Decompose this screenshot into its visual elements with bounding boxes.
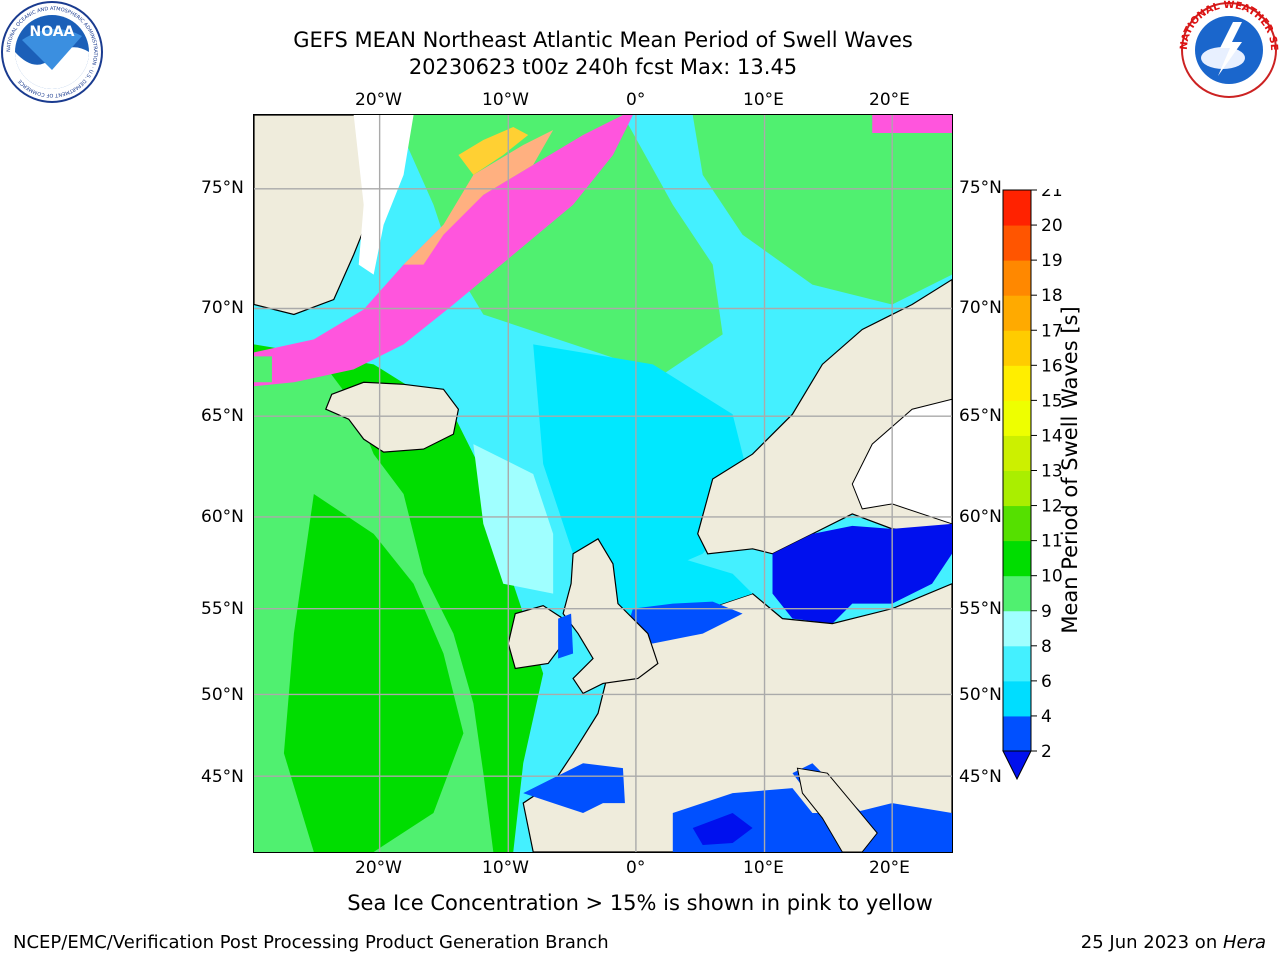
swell-zone-9-10s [254,356,272,383]
colorbar-tick-label: 20 [1041,216,1062,236]
lon-label-bottom: 20°W [355,858,402,878]
irish-sea [558,613,574,659]
lat-label-right: 65°N [959,406,1002,426]
colorbar-tick-label: 14 [1041,426,1062,446]
sea-ice-note: Sea Ice Concentration > 15% is shown in … [347,891,933,915]
colorbar: 2 4 6 8 9 10 11 12 13 14 15 16 17 18 19 20 21 [1002,189,1062,781]
lon-label-top: 10°E [743,90,784,110]
mediterranean-sea [672,788,952,852]
colorbar-swatch [1003,540,1031,577]
lat-label-left: 65°N [201,406,244,426]
colorbar-tick-label: 4 [1041,707,1052,727]
colorbar-swatch [1003,365,1031,401]
colorbar-tick-label: 12 [1041,497,1062,517]
nws-logo-icon: NATIONAL WEATHER SERVICE [1178,0,1279,98]
gulf-of-bothnia-unfilled [851,398,952,525]
colorbar-swatch [1003,295,1031,331]
lat-label-right: 45°N [959,767,1002,787]
colorbar-tick-label: 10 [1041,567,1062,587]
colorbar-swatch [1003,610,1031,647]
lon-label-bottom: 10°W [482,858,529,878]
lon-label-bottom: 20°E [869,858,910,878]
swell-zone-10-11s [283,493,464,852]
lat-label-left: 75°N [201,178,244,198]
colorbar-tick-label: 21 [1041,189,1062,201]
footer-date-text: 25 Jun 2023 on [1080,932,1223,953]
lon-label-bottom: 0° [626,858,646,878]
colorbar-swatch [1003,435,1031,471]
swell-zone-8-9s [473,444,554,594]
baltic-sea [772,523,952,624]
footer-host: Hera [1222,932,1266,953]
colorbar-under-arrow [1002,750,1032,781]
mediterranean-deep [692,813,753,845]
sea-ice-pink [872,115,952,134]
noaa-logo-icon: NOAA NATIONAL OCEANIC AND ATMOSPHERIC AD… [1,1,103,103]
north-sea-coastal [622,601,743,644]
lat-label-right: 55°N [959,599,1002,619]
colorbar-tick-label: 9 [1041,602,1052,622]
sea-ice-orange [403,130,554,265]
footer-date: 25 Jun 2023 on Hera [1081,932,1266,953]
swell-zone-9-10s [692,115,952,305]
greenland-unfilled [353,115,414,275]
colorbar-swatch [1003,645,1031,682]
iceland-landmass [325,381,460,453]
colorbar-swatch [1003,330,1031,366]
lon-label-top: 10°W [482,90,529,110]
colorbar-swatch [1003,190,1031,226]
colorbar-swatch [1003,470,1031,507]
lon-label-top: 20°E [869,90,910,110]
colorbar-tick-label: 13 [1041,462,1062,482]
colorbar-swatch [1003,400,1031,436]
lat-label-right: 60°N [959,507,1002,527]
noaa-logo-text: NOAA [30,24,75,40]
lat-label-left: 70°N [201,298,244,318]
lat-label-left: 45°N [201,767,244,787]
lon-label-bottom: 10°E [743,858,784,878]
colorbar-tick-label: 17 [1041,321,1062,341]
lat-label-right: 75°N [959,178,1002,198]
colorbar-swatch [1003,225,1031,261]
swell-zone-4-6s [533,344,753,584]
ireland-landmass [507,604,564,670]
lat-label-right: 50°N [959,685,1002,705]
lon-label-top: 0° [626,90,646,110]
colorbar-tick-label: 11 [1041,532,1062,552]
colorbar-tick-label: 18 [1041,286,1062,306]
sea-ice-pink [254,115,633,387]
colorbar-swatch [1003,260,1031,296]
lat-label-left: 50°N [201,685,244,705]
colorbar-tick-label: 2 [1041,742,1052,762]
colorbar-tick-label: 19 [1041,251,1062,271]
chart-title: GEFS MEAN Northeast Atlantic Mean Period… [293,28,913,52]
colorbar-label: Mean Period of Swell Waves [s] [1058,306,1082,634]
colorbar-tick-label: 15 [1041,391,1062,411]
lat-label-left: 60°N [201,507,244,527]
map-panel [253,114,953,853]
lat-label-left: 55°N [201,599,244,619]
lon-label-top: 20°W [355,90,402,110]
colorbar-tick-label: 16 [1041,356,1062,376]
graticule [254,115,952,852]
colorbar-tick-label: 6 [1041,672,1052,692]
sea-ice-yellow [458,127,529,175]
footer-organization: NCEP/EMC/Verification Post Processing Pr… [13,932,609,953]
lat-label-right: 70°N [959,298,1002,318]
colorbar-swatch [1003,575,1031,612]
italy-landmass [796,767,878,852]
colorbar-swatch [1003,715,1031,752]
chart-subtitle: 20230623 t00z 240h fcst Max: 13.45 [408,55,798,79]
colorbar-swatch [1003,680,1031,717]
colorbar-swatch [1003,505,1031,542]
colorbar-tick-label: 8 [1041,637,1052,657]
